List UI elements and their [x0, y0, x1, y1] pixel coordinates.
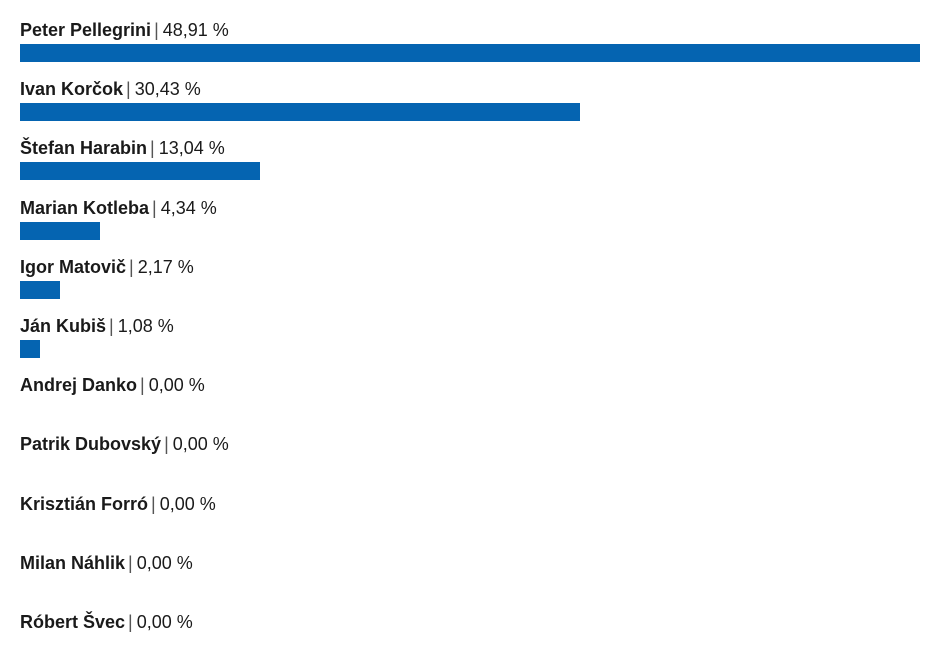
- candidate-label: Štefan Harabin | 13,04 %: [20, 136, 225, 160]
- chart-row: Ivan Korčok | 30,43 %: [20, 59, 920, 122]
- candidate-name: Patrik Dubovský: [20, 434, 162, 455]
- candidate-label: Marian Kotleba | 4,34 %: [20, 196, 217, 220]
- bar: [20, 162, 260, 181]
- candidate-name: Milan Náhlik: [20, 552, 126, 573]
- label-separator: |: [151, 493, 156, 514]
- candidate-name: Ivan Korčok: [20, 79, 124, 100]
- label-separator: |: [154, 20, 159, 40]
- chart-row: Patrik Dubovský | 0,00 %: [20, 414, 920, 473]
- label-separator: |: [152, 197, 157, 218]
- chart-row: Marian Kotleba | 4,34 %: [20, 178, 920, 240]
- value-label: 48,91 %: [162, 20, 229, 40]
- value-label: 0,00 %: [136, 552, 193, 573]
- value-label: 0,00 %: [148, 375, 205, 396]
- label-separator: |: [129, 256, 134, 277]
- chart-row: Ján Kubiš | 1,08 %: [20, 296, 920, 358]
- bar: [20, 340, 40, 358]
- chart-row: Róbert Švec | 0,00 %: [20, 592, 920, 651]
- label-separator: |: [128, 612, 133, 632]
- candidate-name: Marian Kotleba: [20, 197, 150, 218]
- candidate-label: Patrik Dubovský | 0,00 %: [20, 432, 229, 456]
- candidate-name: Róbert Švec: [20, 612, 126, 632]
- value-label: 13,04 %: [158, 138, 225, 159]
- value-label: 0,00 %: [159, 493, 216, 514]
- bar: [20, 280, 60, 299]
- chart-row: Milan Náhlik | 0,00 %: [20, 533, 920, 592]
- candidate-name: Igor Matovič: [20, 256, 127, 277]
- value-label: 30,43 %: [134, 79, 201, 100]
- candidate-label: Krisztián Forró | 0,00 %: [20, 492, 216, 516]
- label-separator: |: [109, 316, 114, 336]
- candidate-name: Krisztián Forró: [20, 493, 149, 514]
- candidate-name: Ján Kubiš: [20, 316, 107, 336]
- bar: [20, 221, 100, 240]
- candidate-label: Ján Kubiš | 1,08 %: [20, 314, 174, 338]
- candidate-name: Štefan Harabin: [20, 138, 148, 159]
- chart-row: Igor Matovič | 2,17 %: [20, 237, 920, 299]
- chart-row: Krisztián Forró | 0,00 %: [20, 474, 920, 533]
- candidate-label: Peter Pellegrini | 48,91 %: [20, 18, 229, 42]
- candidate-label: Andrej Danko | 0,00 %: [20, 373, 205, 397]
- candidate-name: Peter Pellegrini: [20, 20, 152, 40]
- chart-row: Štefan Harabin | 13,04 %: [20, 118, 920, 181]
- bar: [20, 44, 920, 62]
- candidate-label: Igor Matovič | 2,17 %: [20, 255, 194, 279]
- value-label: 2,17 %: [137, 256, 194, 277]
- candidate-name: Andrej Danko: [20, 375, 138, 396]
- label-separator: |: [150, 138, 155, 159]
- chart-row: Andrej Danko | 0,00 %: [20, 355, 920, 414]
- label-separator: |: [140, 375, 145, 396]
- label-separator: |: [164, 434, 169, 455]
- chart-row: Peter Pellegrini | 48,91 %: [20, 0, 920, 62]
- value-label: 0,00 %: [172, 434, 229, 455]
- value-label: 0,00 %: [136, 612, 193, 632]
- value-label: 4,34 %: [160, 197, 217, 218]
- bar: [20, 103, 580, 122]
- label-separator: |: [128, 552, 133, 573]
- candidate-label: Róbert Švec | 0,00 %: [20, 610, 193, 634]
- value-label: 1,08 %: [117, 316, 174, 336]
- label-separator: |: [126, 79, 131, 100]
- candidate-label: Ivan Korčok | 30,43 %: [20, 77, 201, 101]
- candidate-label: Milan Náhlik | 0,00 %: [20, 551, 193, 575]
